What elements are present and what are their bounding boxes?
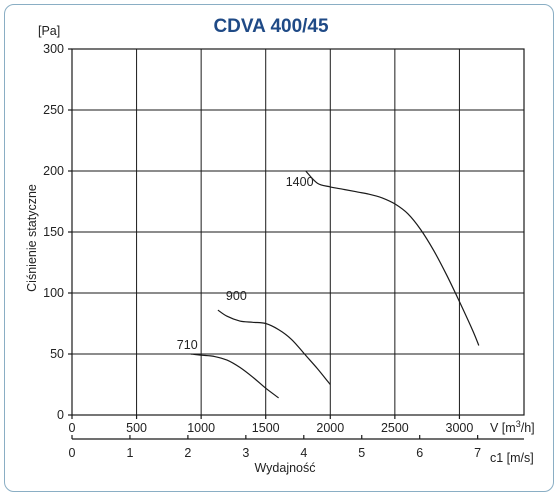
x2-tick-label: 0 [69,446,76,460]
x-tick-label: 2000 [316,421,344,435]
y-unit: [Pa] [38,24,60,38]
series-line-710 [190,353,279,399]
y-tick-label: 50 [50,347,64,361]
y-tick-label: 150 [43,225,64,239]
y-tick-label: 0 [57,408,64,422]
x-tick-label: 500 [126,421,147,435]
y-tick-label: 100 [43,286,64,300]
x2-tick-label: 7 [474,446,481,460]
y-tick-label: 250 [43,103,64,117]
chart-title: CDVA 400/45 [213,16,329,37]
y-tick-label: 300 [43,42,64,56]
x2-tick-label: 6 [416,446,423,460]
series-label-900: 900 [226,289,247,303]
x-unit: V [m3/h] [490,419,535,435]
x2-unit: c1 [m/s] [490,451,534,465]
x-tick-label: 3000 [446,421,474,435]
x2-tick-label: 2 [184,446,191,460]
series-line-1400 [305,170,480,346]
x2-tick-label: 4 [300,446,307,460]
x-tick-label: 1500 [252,421,280,435]
x-axis-label: Wydajność [254,461,315,475]
y-tick-label: 200 [43,164,64,178]
series-label-1400: 1400 [286,175,314,189]
series-line-900 [217,309,331,385]
x-tick-label: 0 [69,421,76,435]
x2-tick-label: 5 [358,446,365,460]
x2-tick-label: 1 [126,446,133,460]
x2-tick-label: 3 [242,446,249,460]
y-axis-label: Ciśnienie statyczne [25,184,39,292]
series-label-710: 710 [177,338,198,352]
chart-frame [4,4,554,492]
x-tick-label: 1000 [187,421,215,435]
x-tick-label: 2500 [381,421,409,435]
